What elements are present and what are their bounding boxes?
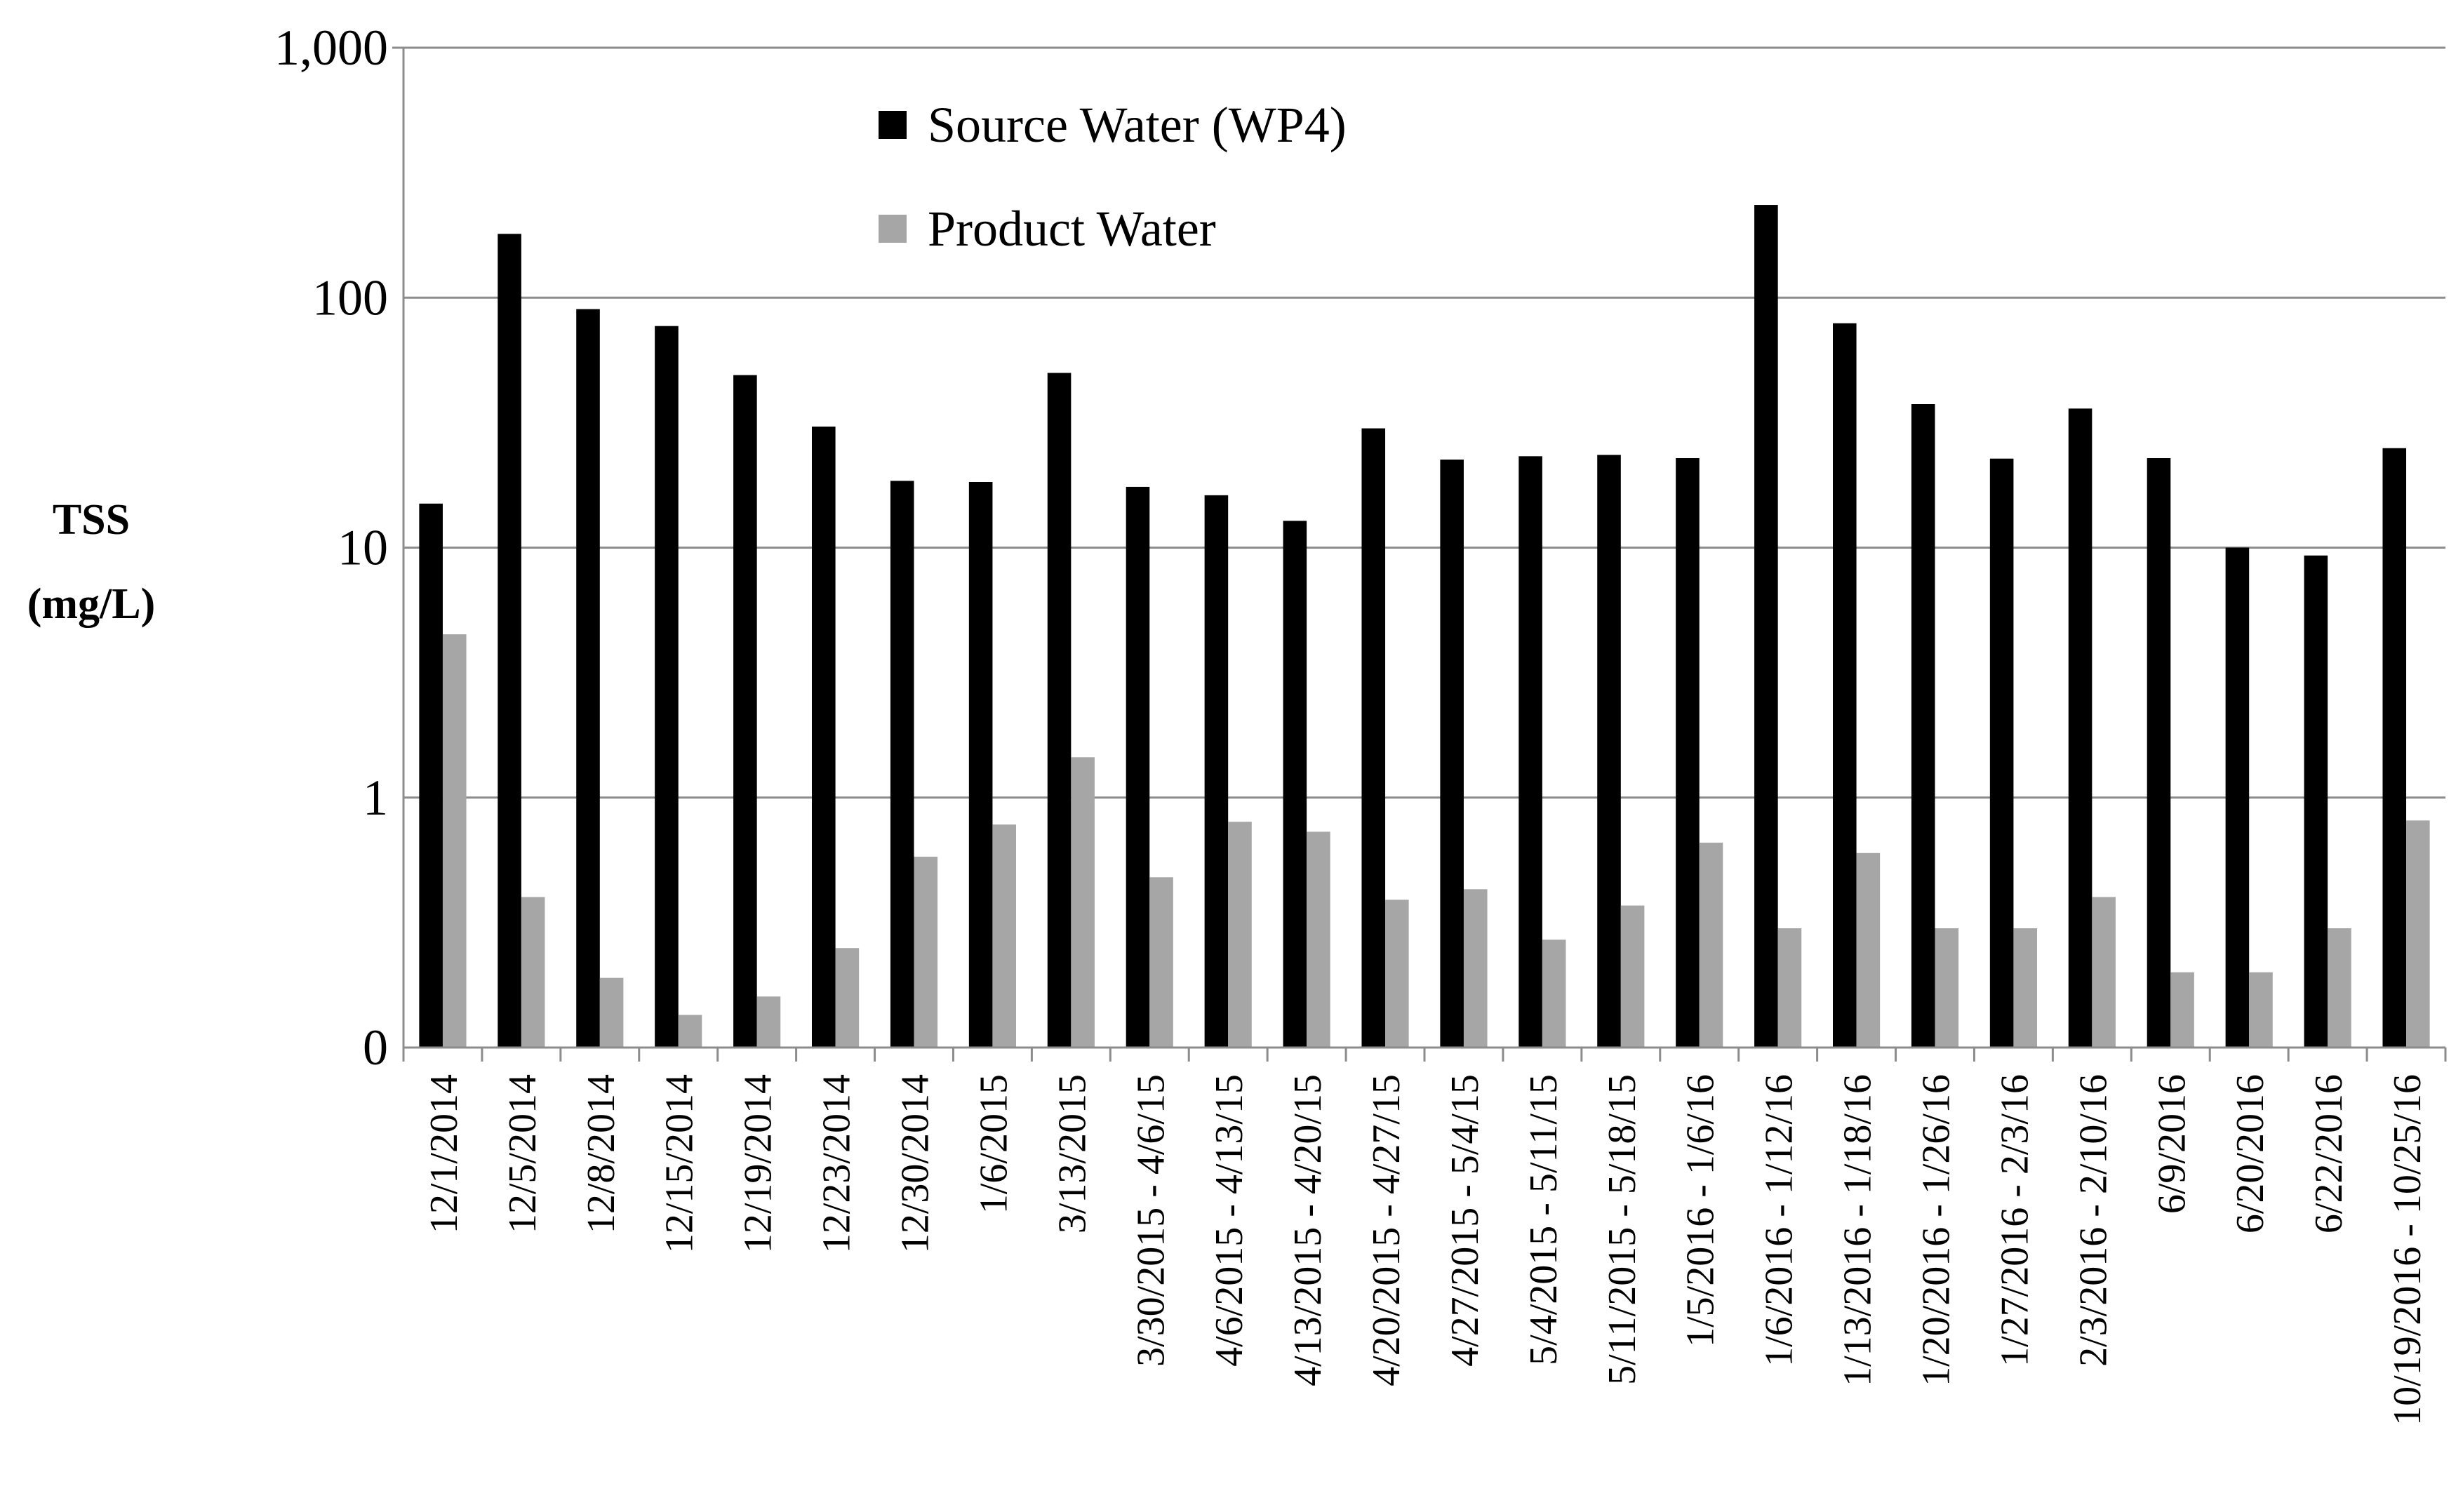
bar-source-water: [1989, 458, 2014, 1048]
x-tick-label: 5/11/2015 - 5/18/15: [1601, 1074, 1644, 1385]
bar-product-water: [914, 857, 938, 1048]
x-tick-label: 1/6/2016 - 1/12/16: [1758, 1074, 1801, 1367]
bar-product-water: [992, 824, 1016, 1048]
bar-product-water: [1307, 831, 1330, 1048]
bar-product-water: [1463, 889, 1488, 1048]
bar-source-water: [1204, 495, 1229, 1048]
bar-product-water: [1856, 852, 1881, 1048]
bar-product-water: [1228, 822, 1252, 1048]
x-tick-label: 4/6/2015 - 4/13/15: [1208, 1074, 1251, 1367]
bar-product-water: [1385, 899, 1409, 1048]
legend-swatch-product-water: [879, 215, 907, 243]
x-tick-label: 6/20/2016: [2229, 1074, 2272, 1233]
bar-source-water: [1754, 205, 1778, 1048]
y-tick-label: 1,000: [274, 20, 388, 76]
bar-source-water: [1283, 521, 1307, 1048]
y-tick-label: 100: [312, 269, 388, 326]
bar-product-water: [2406, 820, 2430, 1048]
bar-product-water: [1620, 905, 1645, 1048]
bar-source-water: [1361, 428, 1386, 1048]
bar-product-water: [835, 948, 860, 1048]
bar-product-water: [1542, 939, 1566, 1048]
bar-product-water: [1777, 928, 1802, 1048]
x-tick-label: 4/13/2015 - 4/20/15: [1286, 1074, 1330, 1386]
bar-source-water: [968, 482, 993, 1048]
bar-source-water: [2382, 448, 2407, 1048]
x-tick-label: 1/20/2016 - 1/26/16: [1915, 1074, 1958, 1386]
bar-product-water: [756, 996, 781, 1048]
y-tick-label: 10: [338, 520, 388, 576]
bar-source-water: [1126, 486, 1150, 1048]
bar-source-water: [2068, 408, 2092, 1048]
bar-product-water: [1935, 928, 1959, 1048]
x-tick-label: 12/23/2014: [815, 1074, 859, 1253]
bar-product-water: [1149, 877, 1173, 1048]
x-tick-label: 2/3/2016 - 2/10/16: [2071, 1074, 2115, 1367]
bar-product-water: [599, 977, 624, 1048]
bar-product-water: [442, 634, 467, 1048]
x-tick-label: 1/5/2016 - 1/6/16: [1679, 1074, 1723, 1347]
bar-product-water: [2328, 928, 2351, 1048]
bar-source-water: [1597, 455, 1621, 1048]
bar-source-water: [2304, 555, 2328, 1048]
x-tick-label: 12/8/2014: [580, 1074, 623, 1233]
bar-source-water: [2225, 547, 2250, 1048]
bar-source-water: [890, 481, 914, 1048]
bar-source-water: [1676, 457, 1700, 1048]
bar-source-water: [1047, 373, 1072, 1048]
axes: [392, 46, 2447, 1062]
bar-product-water: [521, 897, 545, 1048]
x-tick-label: 6/9/2016: [2150, 1074, 2194, 1214]
x-tick-label: 12/30/2014: [894, 1074, 937, 1253]
x-tick-label: 3/30/2015 - 4/6/15: [1129, 1074, 1173, 1367]
y-tick-label: 0: [363, 1019, 388, 1076]
bar-source-water: [419, 503, 443, 1048]
x-tick-label: 12/15/2014: [658, 1074, 702, 1253]
bar-product-water: [1699, 843, 1723, 1048]
x-tick-label: 1/13/2016 - 1/18/16: [1836, 1074, 1880, 1386]
bar-source-water: [1440, 460, 1464, 1048]
legend: Source Water (WP4) Product Water: [879, 97, 1347, 257]
x-tick-labels: 12/1/2014 12/5/2014 12/8/2014 12/15/2014 12/…: [422, 1074, 2429, 1426]
x-tick-label: 12/5/2014: [501, 1074, 545, 1233]
x-tick-label: 1/6/2015: [972, 1074, 1015, 1214]
x-tick-label: 1/27/2016 - 2/3/16: [1993, 1074, 2036, 1367]
legend-label-source-water: Source Water (WP4): [928, 97, 1347, 153]
bar-source-water: [1833, 323, 1857, 1048]
x-tick-label: 3/13/2015: [1050, 1074, 1094, 1233]
x-tick-label: 12/19/2014: [737, 1074, 780, 1253]
bar-source-water: [733, 375, 757, 1048]
bar-source-water: [576, 309, 600, 1048]
legend-label-product-water: Product Water: [928, 201, 1216, 257]
x-tick-label: 10/19/2016 - 10/25/16: [2386, 1074, 2429, 1426]
bar-source-water: [2147, 457, 2171, 1048]
bars: [419, 205, 2430, 1048]
bar-product-water: [2013, 928, 2037, 1048]
x-tick-label: 4/27/2015 - 5/4/15: [1443, 1074, 1487, 1367]
bar-product-water: [1071, 757, 1095, 1048]
x-tick-label: 6/22/2016: [2307, 1074, 2351, 1233]
bar-source-water: [498, 234, 521, 1048]
bar-product-water: [2092, 897, 2116, 1048]
bar-product-water: [678, 1015, 702, 1048]
x-tick-label: 12/1/2014: [422, 1074, 466, 1233]
bar-source-water: [1518, 456, 1542, 1048]
y-tick-labels: 0 1 10 100 1,000: [274, 20, 388, 1076]
y-axis-title-line2: (mg/L): [27, 580, 156, 628]
bar-source-water: [655, 326, 679, 1048]
bar-product-water: [2249, 972, 2273, 1048]
bar-product-water: [2170, 972, 2194, 1048]
y-tick-label: 1: [363, 770, 388, 826]
y-axis-title-line1: TSS: [52, 496, 131, 544]
bar-source-water: [1911, 404, 1935, 1048]
bar-source-water: [812, 426, 836, 1048]
legend-swatch-source-water: [879, 111, 907, 139]
x-tick-label: 5/4/2015 - 5/11/15: [1522, 1074, 1566, 1365]
x-tick-label: 4/20/2015 - 4/27/15: [1365, 1074, 1408, 1386]
